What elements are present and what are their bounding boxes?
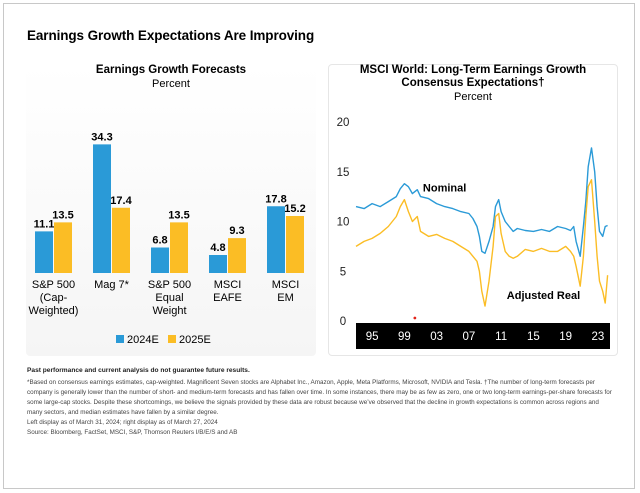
annotation-adjusted-real: Adjusted Real [507,290,580,302]
footnote-text: *Based on consensus earnings estimates, … [27,379,612,416]
footnotes: Past performance and current analysis do… [27,366,613,438]
line-chart-panel: MSCI World: Long-Term Earnings Growth Co… [328,64,618,356]
x-tick-label: 99 [398,331,411,343]
x-tick-label: 15 [527,331,540,343]
bar-chart-title: Earnings Growth Forecasts [95,64,247,76]
bar-2025e-2 [170,222,188,273]
series-line-adjusted-real [355,178,609,307]
category-label: (Cap- [40,292,68,304]
bar-value-label: 4.8 [210,242,225,254]
line-chart-title-line2: Consensus Expectations† [401,77,545,89]
bar-2024e-3 [209,255,227,273]
x-tick-label: 19 [559,331,572,343]
category-label: Weighted) [29,305,79,317]
category-label: EM [277,292,294,304]
bar-chart-panel: Earnings Growth Forecasts Percent 11.1 13… [26,64,316,356]
bar-2025e-1 [112,207,130,273]
figure-frame [3,3,635,489]
bar-value-label: 34.3 [91,131,112,143]
y-tick-label: 0 [340,316,346,328]
y-tick-label: 5 [340,266,346,278]
bar-2025e-3 [228,238,246,273]
bar-2024e-4 [267,206,285,273]
category-label: Equal [155,292,183,304]
x-tick-label: 03 [430,331,443,343]
legend-swatch-2025e [168,335,176,343]
legend-label: 2025E [179,334,211,346]
x-tick-label: 07 [462,331,475,343]
bar-2025e-4 [286,216,304,273]
bar-2024e-1 [93,144,111,273]
bar-value-label: 15.2 [284,203,305,215]
disclaimer: Past performance and current analysis do… [27,367,250,374]
bar-value-label: 13.5 [52,209,73,221]
line-chart-subtitle: Percent [454,91,492,103]
x-axis-band [356,323,610,349]
legend-swatch-2024e [116,335,124,343]
bar-value-label: 9.3 [229,225,244,237]
red-marker-dot [413,316,417,320]
bar-value-label: 17.4 [110,195,132,207]
bar-value-label: 6.8 [152,235,167,247]
category-label: MSCI [272,279,300,291]
source-line: Source: Bloomberg, FactSet, MSCI, S&P, T… [27,429,238,436]
line-chart-plot: 0 5 10 15 20 Nominal Adjusted Real 95 99 03 07 11 15… [337,117,610,349]
category-label: Mag 7* [94,279,130,291]
category-label: S&P 500 [148,279,191,291]
line-chart-title: MSCI World: Long-Term Earnings Growth [359,64,587,76]
annotation-nominal: Nominal [423,183,466,195]
category-label: Weight [152,305,186,317]
y-tick-label: 20 [337,117,350,129]
x-tick-label: 23 [592,331,605,343]
bar-2025e-0 [54,222,72,273]
bar-chart-plot: 11.113.5S&P 500(Cap-Weighted)34.317.4Mag… [29,131,306,346]
x-tick-label: 11 [495,331,507,343]
y-tick-label: 15 [337,167,350,179]
category-label: EAFE [213,292,242,304]
series-line-nominal [355,147,608,258]
bar-value-label: 11.1 [34,218,55,230]
category-label: MSCI [214,279,242,291]
page-title: Earnings Growth Expectations Are Improvi… [27,28,315,43]
y-tick-label: 10 [337,217,350,229]
bar-value-label: 17.8 [265,193,286,205]
bar-2024e-2 [151,247,169,273]
bar-value-label: 13.5 [168,209,189,221]
bar-2024e-0 [35,231,53,273]
bar-chart-subtitle: Percent [152,78,190,90]
display-dates: Left display as of March 31, 2024; right… [27,419,218,426]
category-label: S&P 500 [32,279,75,291]
line-chart-background [328,64,618,356]
legend-label: 2024E [127,334,159,346]
x-tick-label: 95 [366,331,379,343]
